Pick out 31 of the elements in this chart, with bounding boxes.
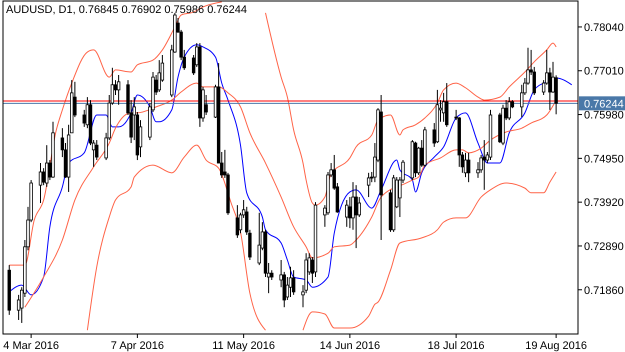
ref-line-label: 0.76244 (584, 98, 624, 110)
candlestick (236, 204, 240, 238)
y-tick-label: 0.71860 (584, 284, 624, 297)
candlestick (348, 196, 352, 229)
x-tick-label: 11 May 2016 (212, 340, 276, 352)
candlestick (45, 144, 48, 188)
candlestick (358, 196, 361, 218)
y-tick-label: 0.75980 (584, 110, 624, 122)
candlestick (508, 96, 511, 121)
x-tick-label: 7 Apr 2016 (110, 340, 164, 352)
candlestick (354, 184, 358, 249)
line-series (8, 44, 572, 296)
y-tick-label: 0.74950 (584, 153, 624, 166)
candlestick (466, 152, 470, 183)
candlestick (258, 212, 261, 266)
candlestick (116, 74, 120, 106)
y-tick-label: 0.77010 (584, 66, 624, 78)
candlestick (292, 270, 296, 296)
y-tick-label: 0.73920 (584, 197, 624, 210)
y-tick-label: 0.72890 (584, 240, 624, 253)
x-tick-label: 4 Mar 2016 (3, 340, 59, 352)
x-tick-label: 14 Jun 2016 (320, 340, 380, 352)
x-tick-label: 18 Jul 2016 (428, 340, 485, 352)
candlestick (445, 82, 448, 128)
x-tick-label: 19 Aug 2016 (525, 340, 588, 352)
candlestick (366, 172, 370, 198)
candlestick (482, 140, 486, 190)
y-tick-label: 0.78040 (584, 22, 624, 34)
candlestick (345, 200, 348, 228)
candlestick (270, 270, 274, 280)
candlestick (442, 92, 446, 122)
